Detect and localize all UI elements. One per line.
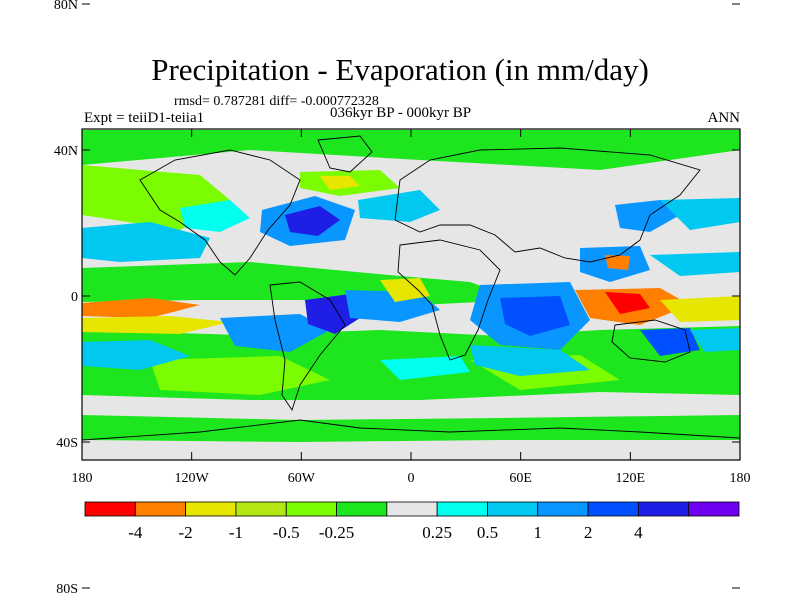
coastline-australia xyxy=(611,319,691,363)
field-region xyxy=(470,345,590,376)
colorbar-segment xyxy=(637,501,690,517)
field-region xyxy=(380,356,470,380)
colorbar-label: -4 xyxy=(128,523,143,542)
field-region xyxy=(500,296,570,336)
field-region xyxy=(660,198,740,230)
colorbar-label: -1 xyxy=(229,523,243,542)
field-region xyxy=(82,340,190,370)
coastline-africa xyxy=(397,239,501,361)
season-label: ANN xyxy=(707,110,741,126)
period-label: 036kyr BP - 000kyr BP xyxy=(330,105,472,121)
field-region xyxy=(660,296,740,322)
lat-tick-label: 40S xyxy=(56,436,78,451)
lat-tick-label: 80S xyxy=(56,582,78,597)
colorbar-segment xyxy=(587,501,639,517)
lon-tick-label: 0 xyxy=(408,471,415,486)
field-region xyxy=(150,356,330,395)
lon-tick-label: 60W xyxy=(288,471,316,486)
field-region xyxy=(82,130,740,170)
colorbar-label: 0.25 xyxy=(422,523,452,542)
field-region xyxy=(605,292,650,314)
colorbar-label: -0.5 xyxy=(273,523,300,542)
lat-tick-label: 40N xyxy=(54,144,78,159)
field-region xyxy=(220,314,330,352)
coastline-greenland xyxy=(317,135,373,173)
field-region xyxy=(285,206,340,236)
colorbar-segment xyxy=(487,501,539,517)
stats-subtitle: rmsd= 0.787281 diff= -0.000772328 xyxy=(174,94,379,109)
colorbar-segment xyxy=(84,501,136,517)
colorbar-segment xyxy=(134,501,187,517)
colorbar-label: 4 xyxy=(634,523,643,542)
colorbar-label: 2 xyxy=(584,523,593,542)
field-region xyxy=(180,200,250,232)
experiment-label: Expt = teiiD1-teiia1 xyxy=(84,110,205,126)
lon-tick-label: 180 xyxy=(730,471,751,486)
field-region xyxy=(82,298,200,318)
colorbar-label: 1 xyxy=(534,523,543,542)
colorbar-segment xyxy=(436,501,488,517)
colorbar: -4 -2 -1 -0.5 -0.25 0.25 0.5 1 2 4 xyxy=(84,501,740,542)
field-region xyxy=(380,278,430,302)
lat-tick-label: 0 xyxy=(71,290,78,305)
lon-tick-label: 180 xyxy=(72,471,93,486)
colorbar-segment xyxy=(386,501,438,517)
field-region xyxy=(82,222,210,262)
field-region xyxy=(640,328,700,356)
lon-tick-label: 120E xyxy=(616,471,646,486)
coastline-antarctica xyxy=(81,419,741,441)
colorbar-segment xyxy=(235,501,287,517)
coastlines xyxy=(81,135,741,441)
colorbar-label: 0.5 xyxy=(477,523,498,542)
lon-tick-label: 120W xyxy=(175,471,210,486)
chart-title: Precipitation - Evaporation (in mm/day) xyxy=(151,52,649,87)
colorbar-segment xyxy=(688,501,740,517)
field-region xyxy=(82,316,230,334)
colorbar-label: -0.25 xyxy=(319,523,354,542)
field-region xyxy=(615,200,680,232)
coastline-north-america xyxy=(139,149,301,276)
field-region xyxy=(320,176,360,190)
field-region xyxy=(305,294,360,334)
lat-tick-label: 80N xyxy=(54,0,78,13)
colorbar-segment xyxy=(537,501,589,517)
coastline-europe-asia xyxy=(394,147,701,263)
colorbar-segment xyxy=(185,501,237,517)
colorbar-segment xyxy=(336,501,388,517)
field-region xyxy=(605,255,630,270)
field-region xyxy=(690,328,740,352)
colorbar-label: -2 xyxy=(179,523,193,542)
colorbar-segment xyxy=(285,501,337,517)
lon-tick-label: 60E xyxy=(509,471,532,486)
field-region xyxy=(650,252,740,276)
field-region xyxy=(82,415,740,442)
field-region xyxy=(358,190,440,222)
map-axes: 80N 40N 0 40S 80S 180 120W 60W 0 60E 120E 180 xyxy=(54,0,751,597)
map-field xyxy=(82,129,740,460)
coastline-south-america xyxy=(269,281,346,412)
